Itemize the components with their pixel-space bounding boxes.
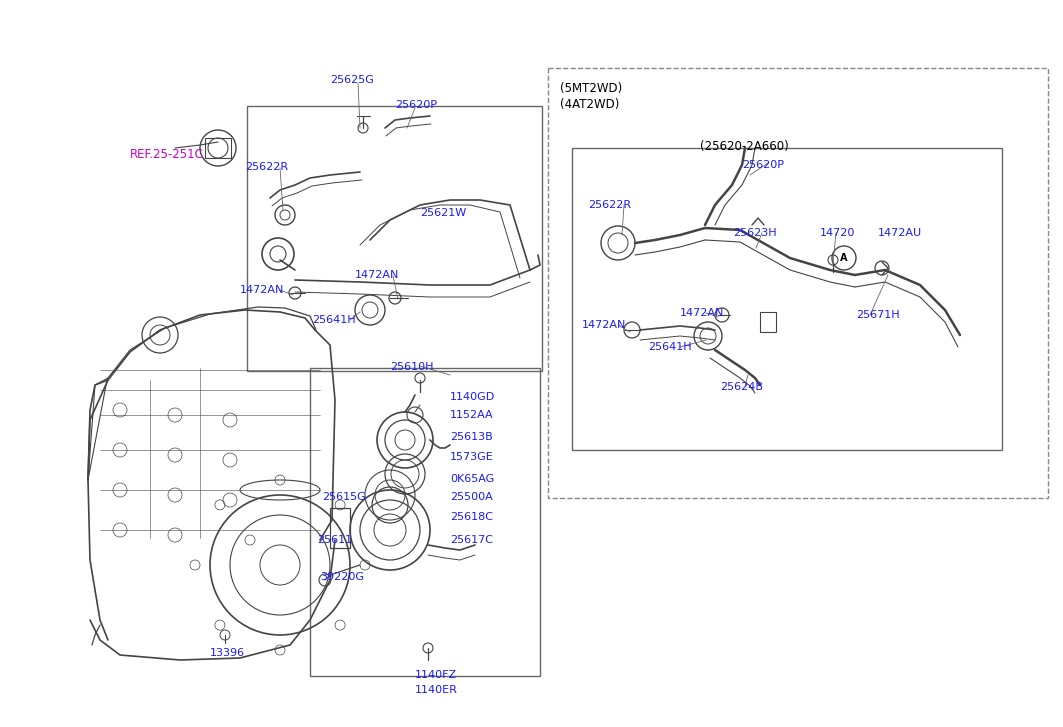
Text: 1140ER: 1140ER	[415, 685, 458, 695]
Text: 1573GE: 1573GE	[450, 452, 493, 462]
Text: 1472AN: 1472AN	[680, 308, 724, 318]
Text: 25622R: 25622R	[244, 162, 288, 172]
Text: 25617C: 25617C	[450, 535, 493, 545]
Bar	[549, 68, 1048, 498]
Bar	[760, 312, 776, 332]
Text: 25641H: 25641H	[648, 342, 692, 352]
Text: 0K65AG: 0K65AG	[450, 474, 494, 484]
Text: 25624B: 25624B	[720, 382, 763, 392]
Text: 25611: 25611	[317, 535, 352, 545]
Text: 25620P: 25620P	[395, 100, 437, 110]
Text: 25613B: 25613B	[450, 432, 493, 442]
Text: 25623H: 25623H	[733, 228, 777, 238]
Text: 25618C: 25618C	[450, 512, 493, 522]
Text: 1472AN: 1472AN	[355, 270, 400, 280]
Bar	[247, 106, 542, 371]
Text: 25610H: 25610H	[390, 362, 434, 372]
Text: 1152AA: 1152AA	[450, 410, 493, 420]
Text: 14720: 14720	[820, 228, 856, 238]
Text: 25622R: 25622R	[588, 200, 631, 210]
Bar	[310, 368, 540, 676]
Text: 25621W: 25621W	[420, 208, 467, 218]
Text: 1140GD: 1140GD	[450, 392, 495, 402]
Text: 25615G: 25615G	[322, 492, 366, 502]
Text: 13396: 13396	[210, 648, 246, 658]
Text: 25641H: 25641H	[313, 315, 356, 325]
Text: (25620-2A660): (25620-2A660)	[701, 140, 789, 153]
Text: 1140FZ: 1140FZ	[415, 670, 457, 680]
Text: (5MT2WD): (5MT2WD)	[560, 82, 622, 95]
Text: 25620P: 25620P	[742, 160, 784, 170]
Text: A: A	[840, 253, 848, 263]
Text: 25500A: 25500A	[450, 492, 493, 502]
Bar	[572, 148, 1002, 450]
Bar	[330, 508, 350, 548]
Text: REF.25-251C: REF.25-251C	[130, 148, 204, 161]
Text: 25625G: 25625G	[330, 75, 374, 85]
Text: 1472AN: 1472AN	[583, 320, 626, 330]
Bar	[205, 138, 231, 158]
Text: 39220G: 39220G	[320, 572, 364, 582]
Text: 1472AN: 1472AN	[240, 285, 285, 295]
Text: 1472AU: 1472AU	[878, 228, 922, 238]
Text: 25671H: 25671H	[856, 310, 899, 320]
Text: (4AT2WD): (4AT2WD)	[560, 98, 620, 111]
